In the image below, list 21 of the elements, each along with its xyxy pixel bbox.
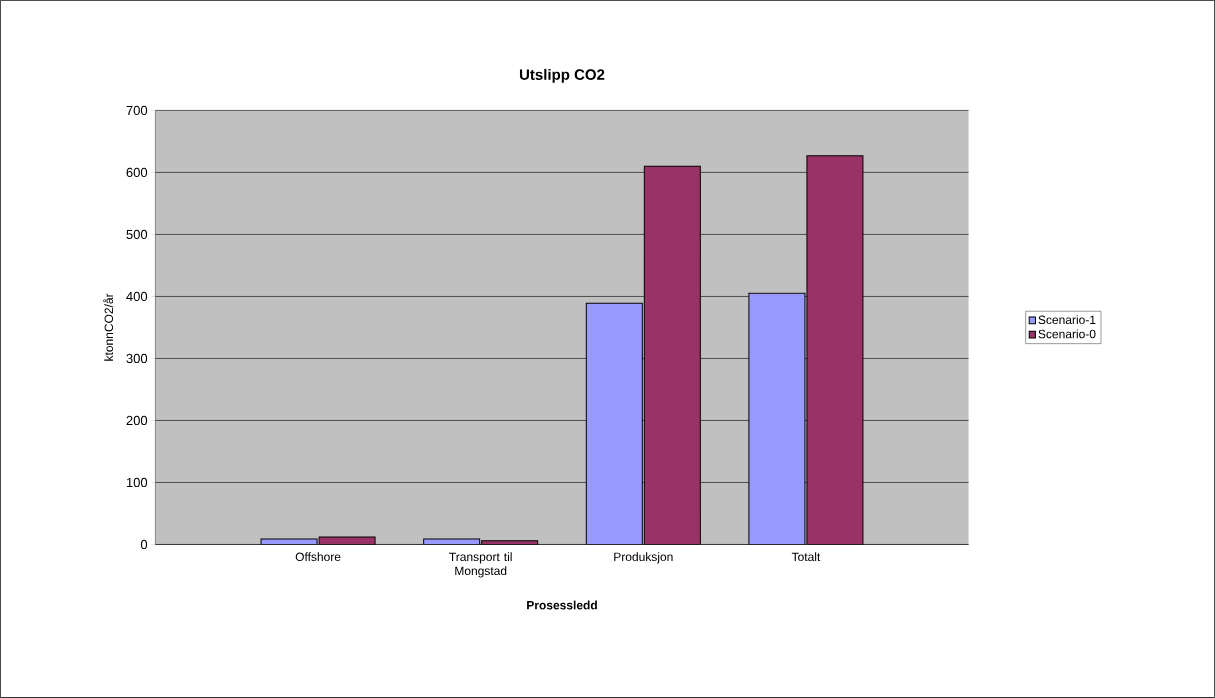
- y-tick-label: 300: [126, 353, 148, 364]
- y-tick-label: 600: [126, 167, 148, 178]
- y-tick-label: 500: [126, 229, 148, 240]
- y-tick-label: 0: [140, 539, 148, 550]
- legend-label: Scenario-1: [1038, 315, 1096, 325]
- y-tick-label: 400: [126, 291, 148, 302]
- y-tick-label: 700: [126, 105, 148, 116]
- x-axis-title: Prosessledd: [527, 600, 597, 610]
- y-tick-label: 200: [126, 415, 148, 426]
- bar: [806, 155, 864, 545]
- bar: [585, 302, 643, 545]
- y-tick-label: 100: [126, 477, 148, 488]
- bar: [748, 292, 806, 545]
- chart-title: Utslipp CO2: [519, 68, 605, 83]
- x-tick-label: Offshore: [295, 552, 341, 562]
- x-tick-label: Produksjon: [614, 552, 673, 564]
- y-axis-title: ktonnCO2/år: [103, 293, 114, 361]
- x-tick-label: Totalt: [791, 552, 821, 562]
- x-tick-label: Transport til Mongstad: [449, 552, 512, 578]
- legend-label: Scenario-0: [1038, 329, 1096, 339]
- bar: [643, 165, 701, 545]
